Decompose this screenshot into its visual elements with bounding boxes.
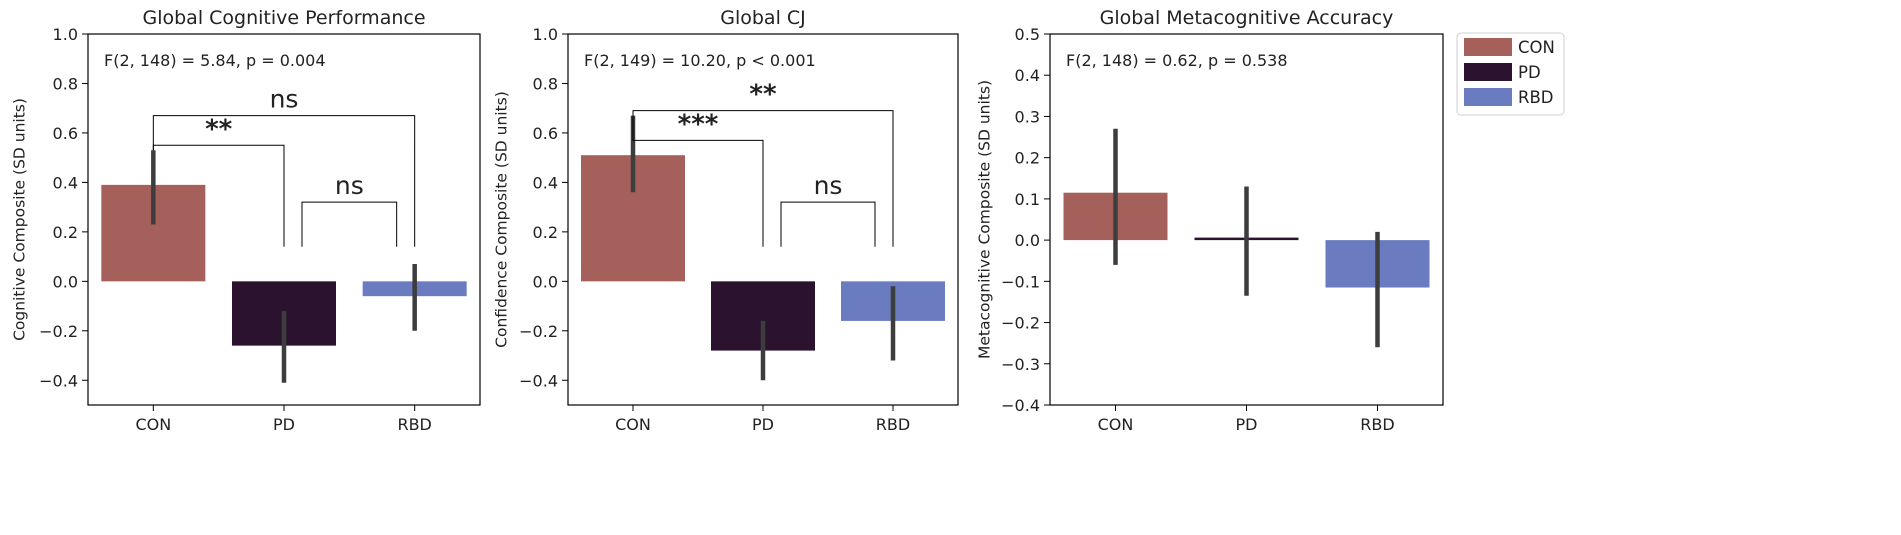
- y-tick-label: 0.3: [1015, 107, 1040, 126]
- significance-bracket: [301, 201, 398, 247]
- x-tick-label: RBD: [1360, 415, 1394, 434]
- legend-label-con: CON: [1518, 38, 1555, 57]
- y-tick-label: 0.0: [533, 272, 558, 291]
- y-tick-label: −0.2: [1001, 314, 1040, 333]
- y-tick-label: 0.0: [53, 272, 78, 291]
- chart-title: Global CJ: [720, 7, 806, 29]
- x-tick-label: RBD: [876, 415, 910, 434]
- significance-bracket: [632, 110, 894, 247]
- x-tick-label: PD: [752, 415, 774, 434]
- stats-annotation: F(2, 148) = 5.84, p = 0.004: [104, 51, 326, 70]
- y-tick-label: 0.2: [53, 223, 78, 242]
- y-axis-label: Metacognitive Composite (SD units): [976, 80, 994, 359]
- chart-panel-2: −0.4 −0.2 0.0 0.2 0.4 0.6 0.8 1.0 CON PD RBD Global…: [493, 7, 959, 434]
- significance-label: ns: [335, 171, 364, 200]
- y-tick-label: 0.6: [533, 124, 558, 143]
- y-tick-label: 0.8: [533, 74, 558, 93]
- significance-bracket: [780, 201, 876, 247]
- significance-label: ***: [678, 109, 719, 139]
- significance-bracket: [152, 115, 416, 247]
- stats-annotation: F(2, 149) = 10.20, p < 0.001: [584, 51, 816, 70]
- y-tick-label: 0.4: [533, 173, 558, 192]
- y-tick-label: 0.5: [1015, 25, 1040, 44]
- y-axis-label: Cognitive Composite (SD units): [11, 98, 29, 341]
- legend-swatch-pd: [1464, 63, 1512, 81]
- y-tick-label: −0.4: [39, 371, 78, 390]
- significance-bracket: [632, 115, 764, 247]
- y-tick-label: 0.0: [1015, 231, 1040, 250]
- significance-label: **: [205, 114, 233, 144]
- y-tick-label: 0.1: [1015, 190, 1040, 209]
- significance-label: **: [749, 80, 777, 110]
- legend-swatch-con: [1464, 38, 1512, 56]
- y-tick-label: −0.4: [519, 371, 558, 390]
- y-tick-label: 0.6: [53, 124, 78, 143]
- chart-panel-1: −0.4 −0.2 0.0 0.2 0.4 0.6 0.8 1.0 CON PD RBD Global…: [11, 7, 481, 434]
- y-tick-label: −0.1: [1001, 272, 1040, 291]
- y-tick-label: 1.0: [533, 25, 558, 44]
- stats-annotation: F(2, 148) = 0.62, p = 0.538: [1066, 51, 1288, 70]
- legend-swatch-rbd: [1464, 88, 1512, 106]
- y-tick-label: 0.4: [53, 173, 78, 192]
- x-tick-label: CON: [135, 415, 171, 434]
- significance-label: ns: [814, 171, 843, 200]
- chart-panel-3: −0.4 −0.3 −0.2 −0.1 0.0 0.1 0.2 0.3 0.4 0.5 CON PD R…: [976, 7, 1444, 434]
- y-tick-label: 0.2: [1015, 149, 1040, 168]
- x-tick-label: CON: [1098, 415, 1134, 434]
- x-tick-label: RBD: [397, 415, 431, 434]
- x-tick-label: PD: [273, 415, 295, 434]
- significance-label: ns: [270, 85, 299, 114]
- y-tick-label: 0.4: [1015, 66, 1040, 85]
- y-tick-label: −0.2: [519, 322, 558, 341]
- y-axis-label: Confidence Composite (SD units): [493, 91, 511, 348]
- y-tick-label: 1.0: [53, 25, 78, 44]
- legend-label-pd: PD: [1518, 63, 1541, 82]
- y-tick-label: 0.8: [53, 74, 78, 93]
- y-tick-label: −0.4: [1001, 396, 1040, 415]
- y-tick-label: −0.2: [39, 322, 78, 341]
- legend-label-rbd: RBD: [1518, 88, 1554, 107]
- x-tick-label: CON: [615, 415, 651, 434]
- y-tick-label: 0.2: [533, 223, 558, 242]
- chart-title: Global Metacognitive Accuracy: [1100, 7, 1394, 29]
- x-tick-label: PD: [1236, 415, 1258, 434]
- y-tick-label: −0.3: [1001, 355, 1040, 374]
- legend: CON PD RBD: [1456, 32, 1565, 116]
- chart-title: Global Cognitive Performance: [142, 7, 425, 29]
